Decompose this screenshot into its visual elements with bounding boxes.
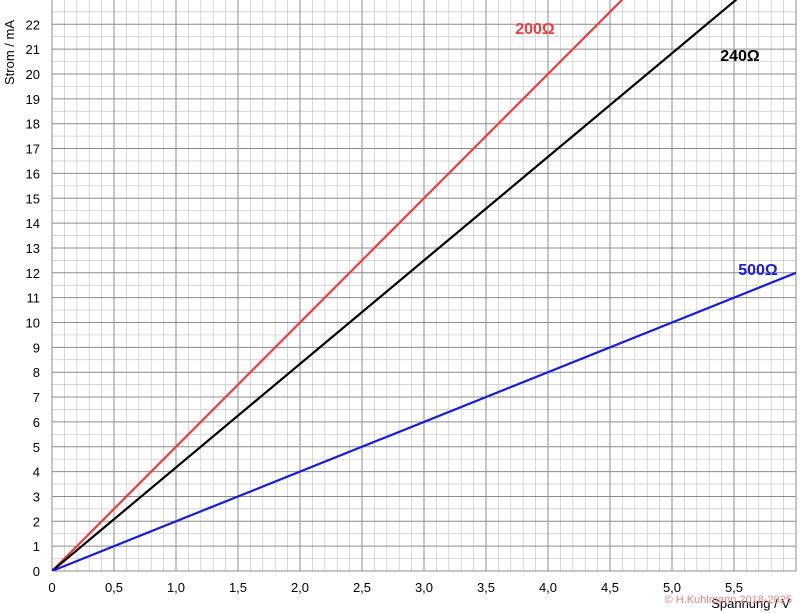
y-tick-label: 13 — [26, 241, 40, 256]
x-axis-label: Spannung / V — [711, 596, 790, 611]
y-tick-label: 12 — [26, 266, 40, 281]
y-tick-label: 6 — [33, 415, 40, 430]
x-tick-label: 1,0 — [167, 580, 185, 595]
x-tick-label: 0,5 — [105, 580, 123, 595]
y-tick-label: 5 — [33, 440, 40, 455]
y-tick-label: 0 — [33, 564, 40, 579]
x-tick-label: 2,0 — [291, 580, 309, 595]
series-label: 200Ω — [515, 21, 555, 38]
y-tick-label: 10 — [26, 316, 40, 331]
origin-point — [52, 568, 55, 571]
y-tick-label: 2 — [33, 514, 40, 529]
x-tick-label: 3,5 — [477, 580, 495, 595]
y-tick-label: 11 — [27, 291, 41, 306]
y-tick-label: 20 — [26, 67, 40, 82]
tick-labels: 0 0,5 1,0 1,5 2,0 2,5 3,0 3,5 4,0 4,5 5,0 5,5012345… — [26, 17, 744, 595]
y-axis-label: Strom / mA — [2, 20, 17, 85]
series-label: 240Ω — [720, 48, 760, 65]
x-tick-label: 4,0 — [539, 580, 557, 595]
y-tick-label: 8 — [33, 365, 40, 380]
y-tick-label: 18 — [26, 117, 40, 132]
series-label: 500Ω — [738, 262, 778, 279]
x-tick-label: 4,5 — [601, 580, 619, 595]
x-tick-label: 3,0 — [415, 580, 433, 595]
copyright-notice: © H.Kuhlmann 2018-2025 — [665, 594, 792, 606]
series-line — [52, 271, 796, 571]
y-tick-label: 7 — [33, 390, 40, 405]
y-tick-label: 22 — [26, 17, 40, 32]
y-tick-label: 19 — [26, 92, 40, 107]
y-tick-label: 21 — [26, 42, 40, 57]
x-tick-label: 5,5 — [725, 580, 743, 595]
y-tick-label: 1 — [33, 539, 40, 554]
y-tick-label: 17 — [26, 142, 40, 157]
y-tick-label: 14 — [26, 216, 40, 231]
series-labels: 200Ω 240Ω 500Ω — [515, 21, 778, 279]
x-tick-label: 5,0 — [663, 580, 681, 595]
y-tick-label: 9 — [33, 340, 40, 355]
series-line — [52, 0, 738, 571]
x-tick-label: 2,5 — [353, 580, 371, 595]
series-line — [52, 0, 624, 571]
x-tick-label: 0 — [48, 580, 55, 595]
y-tick-label: 16 — [26, 166, 40, 181]
y-tick-label: 3 — [33, 489, 40, 504]
x-tick-label: 1,5 — [229, 580, 247, 595]
series-lines — [52, 0, 796, 571]
y-tick-label: 15 — [26, 191, 40, 206]
y-tick-label: 4 — [33, 465, 40, 480]
